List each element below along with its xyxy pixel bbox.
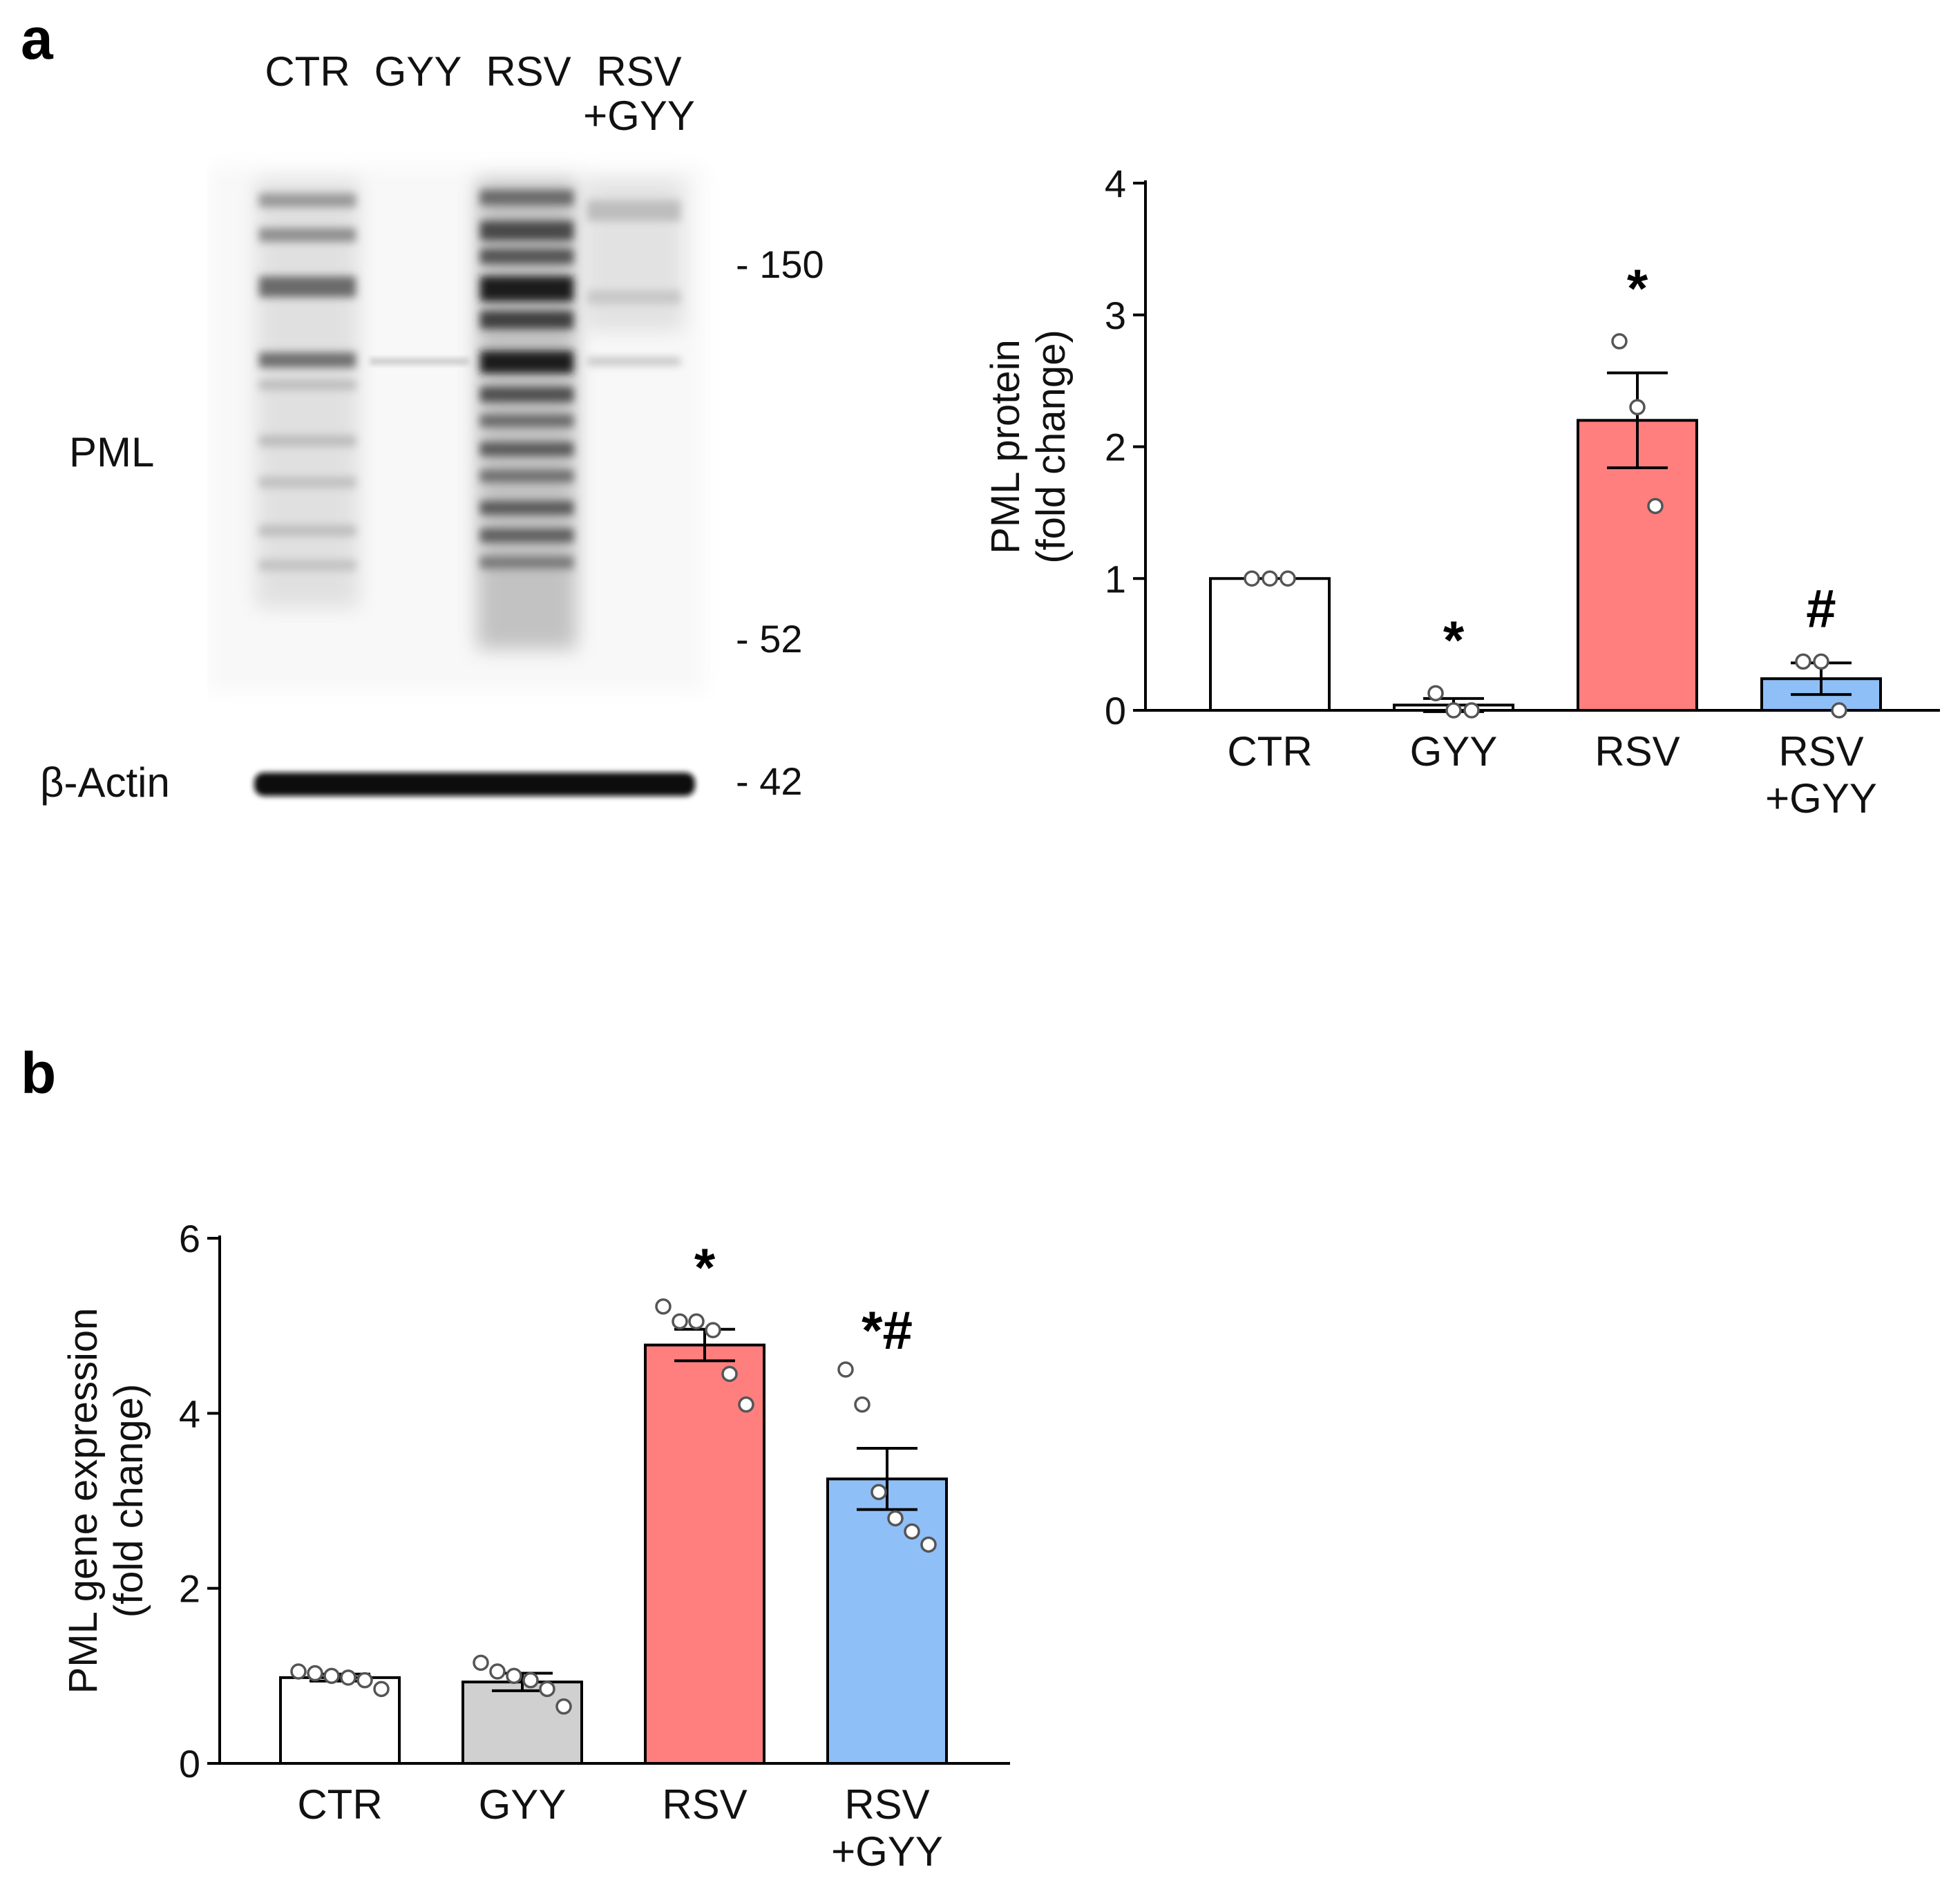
data-point-3-3 [887, 1510, 904, 1527]
y-axis-label-line-0: PML gene expression [61, 1308, 106, 1694]
blot-lane-label-ctr: CTR [265, 48, 350, 95]
bar-0 [1209, 577, 1331, 712]
significance-mark-1: * [1443, 609, 1465, 670]
western-blot-image [207, 166, 705, 796]
y-tick-label-4: 4 [1105, 162, 1126, 205]
lane-smear-ctr [256, 180, 359, 608]
gyy-lane-band [370, 358, 470, 365]
data-point-2-4 [721, 1365, 738, 1383]
blot-lane-label-gyy: GYY [374, 48, 462, 95]
bar-3 [826, 1477, 948, 1765]
rsv-gyy-lane-bands [587, 200, 681, 365]
data-point-2-5 [738, 1396, 754, 1413]
x-tick-label-2-0: RSV [1595, 728, 1680, 775]
data-point-1-1 [489, 1663, 506, 1680]
x-tick-label-3-0: RSV [1778, 728, 1863, 775]
significance-mark-2: * [694, 1237, 716, 1298]
significance-mark-2: * [1627, 258, 1648, 319]
y-axis-label-line-1: (fold change) [106, 1384, 151, 1618]
y-tick-label-0: 0 [1105, 689, 1126, 732]
y-tick-label-0: 0 [179, 1742, 200, 1785]
data-point-0-0 [1244, 570, 1260, 587]
x-tick-label-1-0: GYY [479, 1781, 567, 1828]
blot-row-label-actin: β-Actin [40, 759, 170, 806]
data-point-3-2 [870, 1484, 887, 1501]
blot-row-label-pml: PML [69, 429, 155, 475]
bar-2 [644, 1343, 765, 1765]
data-point-0-0 [290, 1663, 307, 1680]
ctr-lane-bands [259, 193, 356, 571]
data-point-0-4 [356, 1671, 373, 1689]
x-tick-label-3-1: +GYY [1765, 775, 1877, 822]
mw-marker-42: - 42 [736, 759, 803, 803]
data-point-1-4 [539, 1680, 555, 1698]
y-tick-label-2: 2 [1105, 426, 1126, 469]
x-tick-label-0-0: CTR [297, 1781, 382, 1828]
data-point-1-3 [522, 1671, 539, 1689]
x-tick-label-2-0: RSV [662, 1781, 747, 1828]
mw-marker-150: - 150 [736, 243, 824, 286]
actin-band [254, 773, 695, 796]
y-tick-label-3: 6 [179, 1217, 200, 1260]
data-point-1-5 [555, 1698, 572, 1715]
data-point-1-0 [473, 1654, 489, 1671]
data-point-1-2 [506, 1667, 522, 1685]
blot-lane-label-rsv: RSV [486, 48, 571, 95]
data-point-2-2 [1647, 498, 1664, 515]
data-point-3-0 [1795, 653, 1811, 670]
x-tick-label-1-0: GYY [1410, 728, 1498, 775]
data-point-3-1 [1813, 653, 1829, 670]
data-point-2-1 [1629, 399, 1646, 416]
x-tick-label-3-0: RSV [844, 1781, 929, 1828]
x-tick-label-0-0: CTR [1227, 728, 1312, 775]
data-point-3-4 [904, 1523, 920, 1540]
data-point-1-0 [1427, 685, 1444, 701]
y-tick-label-2: 4 [179, 1392, 200, 1435]
y-axis-label-line-1: (fold change) [1029, 330, 1074, 564]
data-point-2-1 [672, 1313, 688, 1330]
data-point-0-2 [1279, 570, 1296, 587]
bar-1 [462, 1680, 583, 1765]
y-tick-label-1: 1 [1105, 557, 1126, 600]
panel-a-label: a [21, 6, 53, 71]
data-point-1-1 [1445, 702, 1462, 719]
data-point-0-3 [340, 1669, 356, 1686]
data-point-3-0 [837, 1361, 854, 1378]
data-point-0-1 [307, 1665, 323, 1682]
panel-b-label: b [21, 1041, 57, 1106]
data-point-0-5 [373, 1680, 390, 1698]
data-point-0-1 [1262, 570, 1278, 587]
mw-marker-52: - 52 [736, 617, 803, 661]
blot-lane-label-rsv-gyy: RSV +GYY [583, 48, 695, 139]
data-point-3-5 [920, 1536, 937, 1553]
data-point-2-0 [655, 1298, 672, 1315]
data-point-2-0 [1611, 333, 1628, 350]
data-point-0-2 [323, 1667, 340, 1685]
data-point-2-2 [688, 1313, 705, 1330]
significance-mark-3: # [1806, 578, 1836, 638]
data-point-2-3 [705, 1322, 721, 1338]
data-point-1-2 [1463, 702, 1480, 719]
significance-mark-3: *# [862, 1300, 913, 1361]
y-tick-label-1: 2 [179, 1567, 200, 1611]
x-tick-label-3-1: +GYY [831, 1828, 943, 1875]
y-tick-label-3: 3 [1105, 294, 1126, 337]
y-axis-label-line-0: PML protein [983, 339, 1028, 554]
data-point-3-2 [1831, 702, 1847, 719]
rsv-lane-bands [480, 190, 573, 569]
data-point-3-1 [854, 1396, 870, 1413]
